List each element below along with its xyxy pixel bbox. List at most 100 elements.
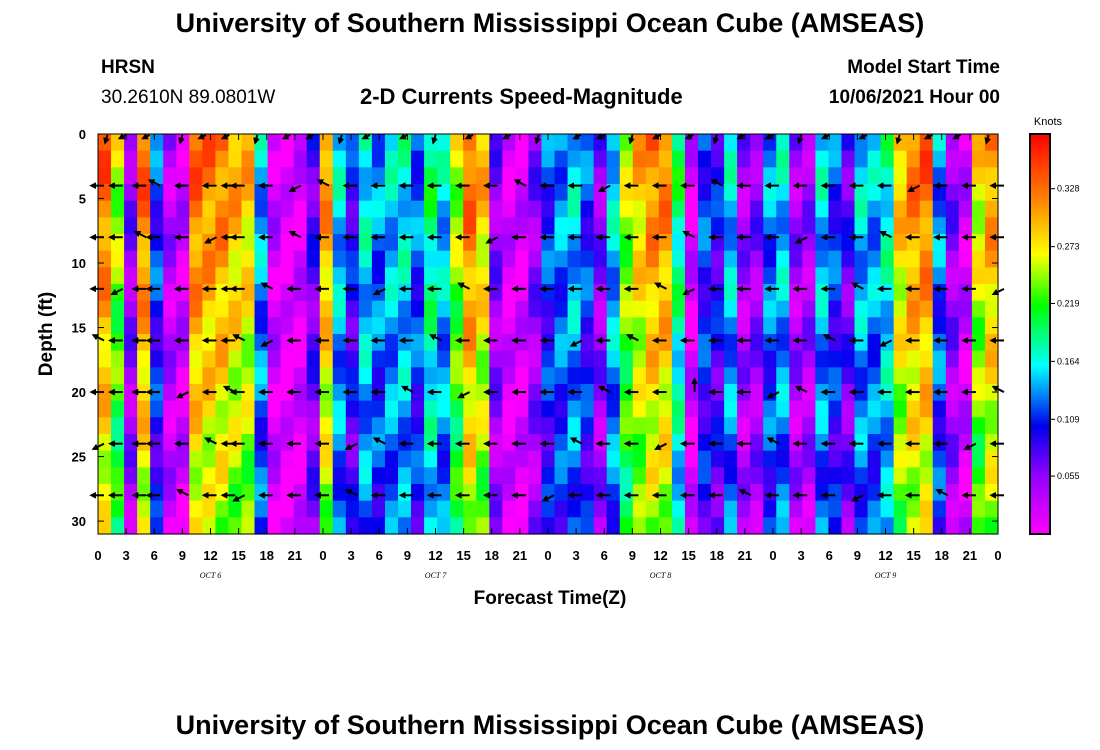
- speed-cell: [684, 334, 699, 352]
- speed-cell: [502, 500, 516, 518]
- current-vector: [337, 134, 345, 145]
- x-tick-label: 3: [573, 548, 580, 563]
- speed-cell: [163, 167, 177, 185]
- speed-cell: [945, 234, 960, 252]
- speed-cell: [684, 300, 699, 318]
- speed-cell: [150, 450, 164, 468]
- speed-cell: [371, 167, 386, 185]
- speed-cell: [528, 184, 543, 202]
- speed-cell: [711, 317, 725, 335]
- speed-cell: [658, 184, 673, 202]
- speed-cell: [802, 500, 816, 518]
- speed-cell: [528, 300, 543, 318]
- speed-cell: [802, 300, 816, 318]
- speed-cell: [619, 467, 634, 485]
- speed-cell: [111, 367, 125, 385]
- speed-cell: [671, 284, 686, 302]
- speed-cell: [724, 300, 738, 318]
- speed-cell: [267, 167, 282, 185]
- speed-cell: [893, 167, 908, 185]
- speed-cell: [111, 300, 125, 318]
- speed-cell: [384, 267, 399, 285]
- speed-cell: [776, 450, 790, 468]
- speed-cell: [971, 367, 986, 385]
- speed-cell: [150, 317, 164, 335]
- speed-cell: [763, 400, 777, 418]
- x-tick-label: 21: [738, 548, 752, 563]
- speed-cell: [971, 434, 986, 452]
- speed-cell: [841, 417, 856, 435]
- speed-cell: [815, 500, 830, 518]
- speed-cell: [632, 367, 647, 385]
- speed-cell: [776, 234, 790, 252]
- speed-cell: [698, 450, 712, 468]
- speed-cell: [932, 217, 947, 235]
- speed-cell: [541, 267, 556, 285]
- speed-cell: [984, 434, 999, 452]
- speed-cell: [815, 484, 830, 502]
- speed-cell: [358, 467, 373, 485]
- speed-cell: [606, 500, 621, 518]
- speed-cell: [411, 434, 425, 452]
- current-vector: [110, 287, 124, 296]
- speed-cell: [619, 284, 634, 302]
- speed-cell: [776, 217, 790, 235]
- speed-cell: [893, 450, 908, 468]
- speed-cell: [867, 350, 882, 368]
- speed-cell: [880, 184, 895, 202]
- speed-cell: [906, 484, 921, 502]
- speed-cell: [802, 150, 816, 168]
- speed-cell: [867, 200, 882, 218]
- speed-cell: [789, 267, 803, 285]
- speed-cell: [802, 200, 816, 218]
- speed-cell: [776, 434, 790, 452]
- speed-cell: [658, 500, 673, 518]
- speed-cell: [189, 284, 203, 302]
- speed-cell: [632, 184, 647, 202]
- speed-cell: [215, 334, 230, 352]
- current-vector: [738, 489, 752, 497]
- speed-cell: [424, 150, 438, 168]
- speed-cell: [137, 450, 151, 468]
- speed-cell: [919, 434, 934, 452]
- speed-cell: [606, 217, 621, 235]
- speed-cell: [476, 134, 490, 152]
- speed-cell: [580, 400, 595, 418]
- speed-cell: [502, 450, 516, 468]
- speed-cell: [384, 367, 399, 385]
- speed-cell: [398, 334, 412, 352]
- speed-cell: [502, 300, 516, 318]
- speed-cell: [606, 267, 621, 285]
- speed-cell: [684, 467, 699, 485]
- speed-cell: [189, 317, 203, 335]
- speed-cell: [971, 384, 986, 402]
- speed-cell: [450, 150, 464, 168]
- speed-cell: [619, 434, 634, 452]
- speed-cell: [698, 234, 712, 252]
- speed-cell: [411, 517, 425, 535]
- speed-cell: [632, 267, 647, 285]
- speed-cell: [424, 167, 438, 185]
- speed-cell: [737, 217, 751, 235]
- speed-cell: [437, 284, 451, 302]
- speed-cell: [528, 367, 543, 385]
- speed-cell: [815, 467, 830, 485]
- speed-cell: [802, 317, 816, 335]
- speed-cell: [98, 484, 112, 502]
- speed-cell: [150, 350, 164, 368]
- speed-cell: [593, 317, 608, 335]
- speed-cell: [98, 400, 112, 418]
- speed-cell: [541, 134, 556, 152]
- speed-cell: [841, 517, 856, 535]
- speed-cell: [137, 434, 151, 452]
- speed-cell: [332, 334, 347, 352]
- x-tick-label: 12: [878, 548, 892, 563]
- speed-cell: [215, 250, 230, 268]
- speed-cell: [750, 334, 764, 352]
- speed-cell: [776, 500, 790, 518]
- speed-cell: [958, 334, 973, 352]
- speed-cell: [254, 200, 269, 218]
- current-vector: [597, 184, 611, 192]
- speed-cell: [945, 450, 960, 468]
- speed-cell: [737, 350, 751, 368]
